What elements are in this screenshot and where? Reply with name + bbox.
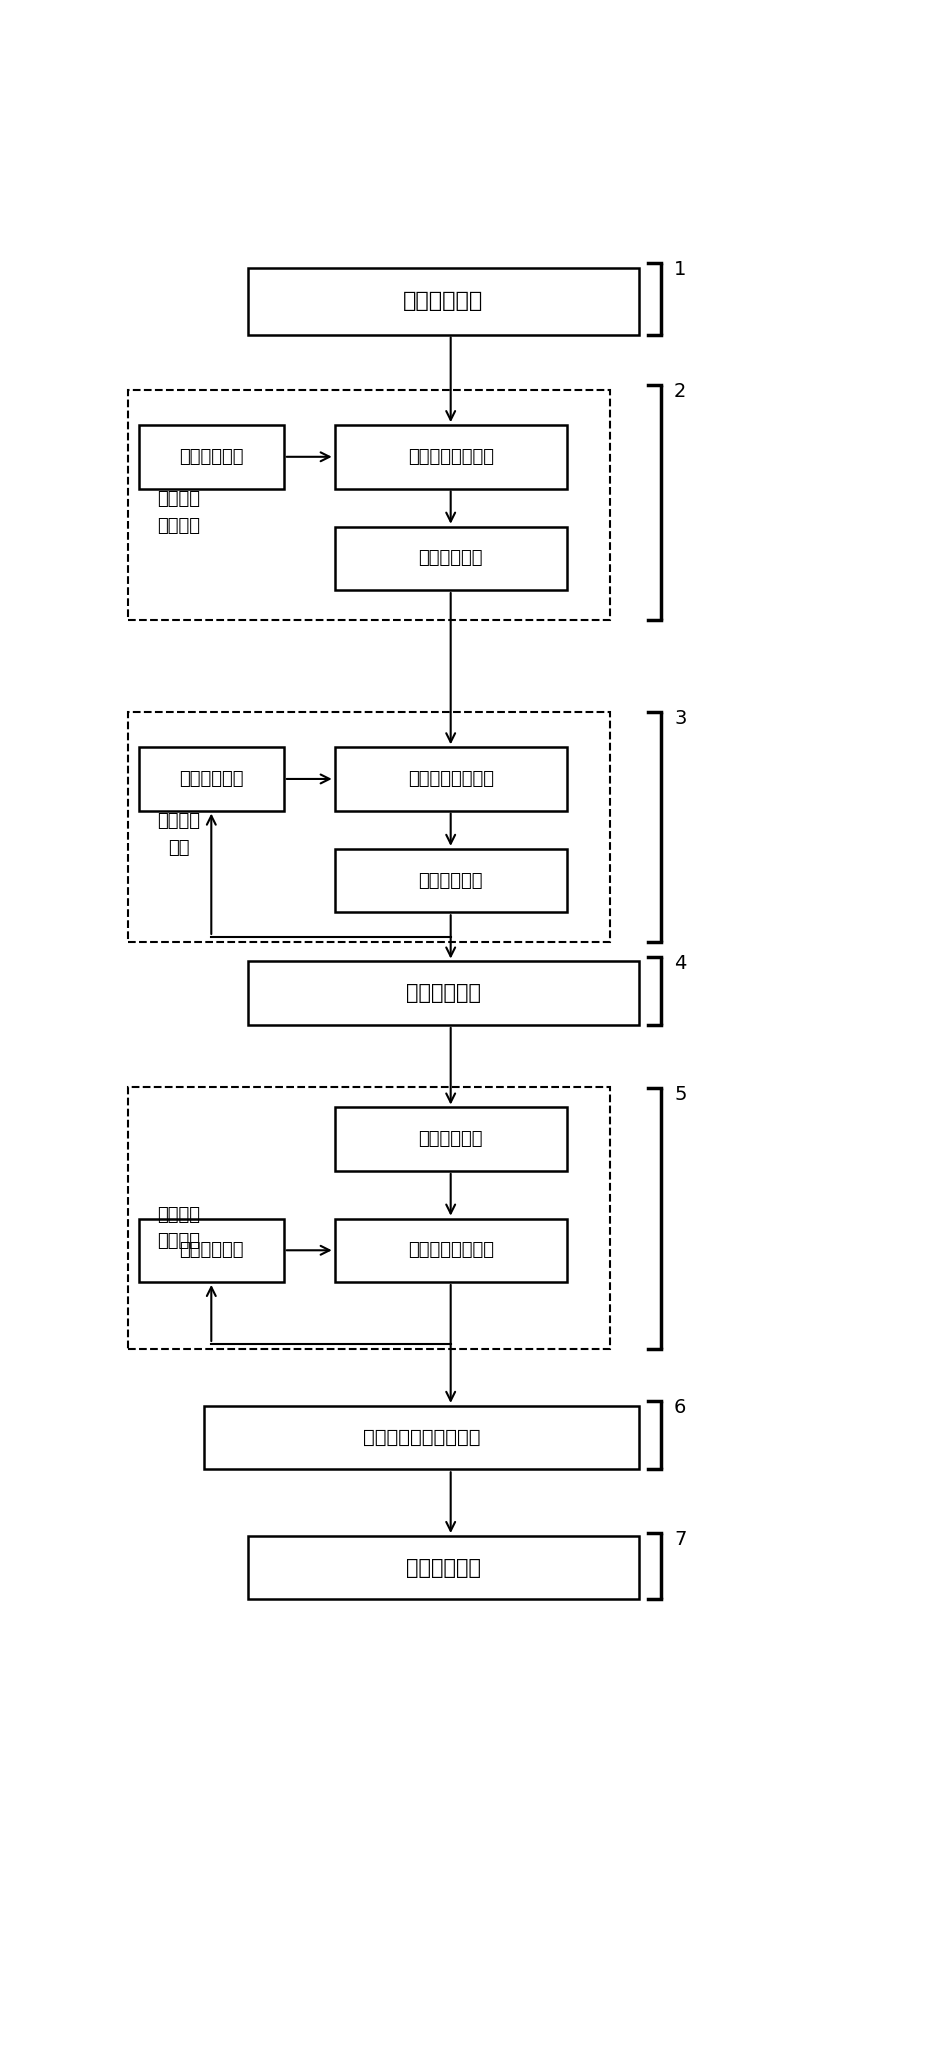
Text: 1: 1 [674,260,686,278]
Text: 5: 5 [674,1086,687,1105]
Text: 第二色散介质: 第二色散介质 [418,872,483,890]
Text: 第一相位调制单元: 第一相位调制单元 [408,447,493,466]
Text: 信号发生模块: 信号发生模块 [403,291,484,311]
Text: 相位噪声掩盖补偿模块: 相位噪声掩盖补偿模块 [363,1428,480,1447]
Bar [335,528,567,589]
Text: 反馈同步
补偿模块: 反馈同步 补偿模块 [157,1206,200,1251]
Bar [204,1406,639,1469]
Bar [247,1535,639,1599]
Text: 反馈同步
模块: 反馈同步 模块 [157,812,200,857]
Bar [128,390,610,620]
Text: 第一色散介质: 第一色散介质 [418,550,483,567]
Bar [335,1218,567,1282]
Bar [335,425,567,488]
Bar [247,960,639,1024]
Text: 相位噪声
掩盖模块: 相位噪声 掩盖模块 [157,491,200,534]
Bar [335,1107,567,1171]
Text: 第三相位调制单元: 第三相位调制单元 [408,1241,493,1259]
Bar [128,713,610,942]
Bar [335,849,567,913]
Bar [247,268,639,334]
Text: 2: 2 [674,381,686,402]
Text: 第二反馈回路: 第二反馈回路 [179,1241,243,1259]
Text: 第三色散介质: 第三色散介质 [418,1129,483,1148]
Bar [335,748,567,810]
Text: 第二相位调制单元: 第二相位调制单元 [408,771,493,787]
Bar [139,748,284,810]
Text: 7: 7 [674,1529,686,1548]
Bar [139,425,284,488]
Text: 第一反馈回路: 第一反馈回路 [179,771,243,787]
Bar [139,1218,284,1282]
Text: 信号传输模块: 信号传输模块 [406,983,481,1004]
Text: 噪声发生单元: 噪声发生单元 [179,447,243,466]
Text: 3: 3 [674,709,686,728]
Text: 信号接收模块: 信号接收模块 [406,1558,481,1577]
Text: 6: 6 [674,1397,686,1416]
Text: 4: 4 [674,954,686,973]
Bar [128,1086,610,1348]
